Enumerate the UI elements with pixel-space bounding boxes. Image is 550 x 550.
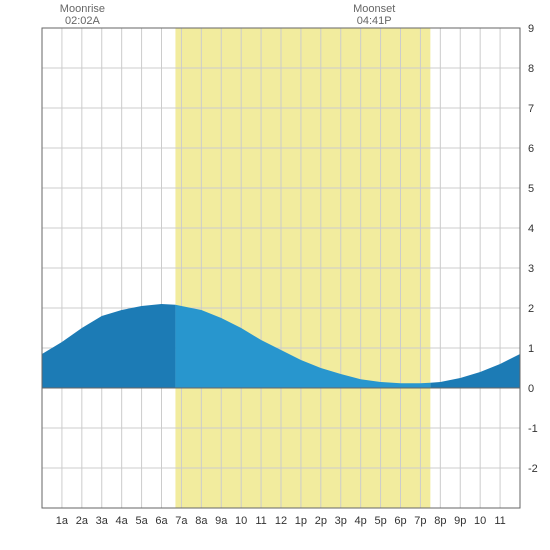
moonset-title: Moonset	[353, 3, 395, 15]
x-tick-label: 6a	[155, 515, 168, 527]
x-tick-label: 9p	[454, 515, 466, 527]
y-tick-label: 7	[528, 103, 534, 115]
tide-chart: 1a2a3a4a5a6a7a8a9a1011121p2p3p4p5p6p7p8p…	[0, 0, 550, 550]
x-tick-label: 4p	[355, 515, 367, 527]
y-tick-label: 6	[528, 143, 534, 155]
x-tick-label: 4a	[116, 515, 129, 527]
y-tick-label: 5	[528, 183, 534, 195]
y-tick-label: 2	[528, 303, 534, 315]
x-tick-label: 10	[474, 515, 486, 527]
x-tick-label: 7p	[414, 515, 426, 527]
y-tick-label: 9	[528, 23, 534, 35]
x-tick-label: 1a	[56, 515, 69, 527]
x-tick-label: 1p	[295, 515, 307, 527]
x-tick-label: 9a	[215, 515, 228, 527]
moonrise-title: Moonrise	[60, 3, 105, 15]
x-tick-label: 5p	[374, 515, 386, 527]
y-tick-label: 4	[528, 223, 534, 235]
y-tick-label: 1	[528, 343, 534, 355]
x-tick-label: 2p	[315, 515, 327, 527]
x-tick-label: 11	[255, 515, 266, 527]
x-tick-label: 8a	[195, 515, 208, 527]
x-tick-label: 3p	[335, 515, 347, 527]
x-tick-label: 3a	[96, 515, 109, 527]
x-tick-label: 2a	[76, 515, 89, 527]
x-tick-label: 12	[275, 515, 287, 527]
x-tick-label: 5a	[135, 515, 148, 527]
moonset-value: 04:41P	[357, 15, 392, 27]
y-tick-label: -1	[528, 423, 538, 435]
x-tick-labels: 1a 2a 3a 4a 5a 6a 7a 8a 9a 10 11 12 1p 2p 3p 4p 5p 6p 7p 8p…	[56, 515, 506, 527]
x-tick-label: 10	[235, 515, 247, 527]
x-tick-label: 7a	[175, 515, 188, 527]
moonrise-value: 02:02A	[65, 15, 101, 27]
x-tick-label: 6p	[394, 515, 406, 527]
y-tick-label: -2	[528, 463, 538, 475]
y-tick-label: 0	[528, 383, 534, 395]
x-tick-label: 11	[494, 515, 505, 527]
y-tick-label: 8	[528, 63, 534, 75]
y-tick-label: 3	[528, 263, 534, 275]
x-tick-label: 8p	[434, 515, 446, 527]
